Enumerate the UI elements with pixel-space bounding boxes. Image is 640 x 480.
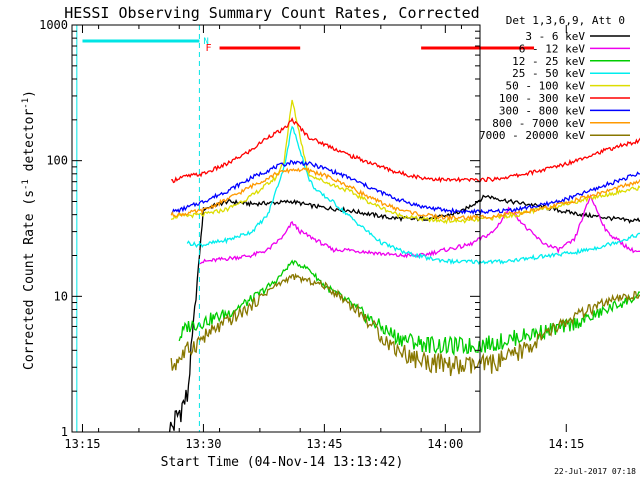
series-line-7	[171, 159, 640, 216]
series-line-6	[171, 116, 640, 184]
x-tick-label: 14:00	[427, 437, 463, 451]
series-group	[168, 99, 640, 433]
y-tick-label: 1	[61, 425, 68, 439]
night-marker-n: N	[203, 37, 208, 47]
y-axis-label-tail-sup: -1	[21, 98, 31, 109]
legend-label: 50 - 100 keV	[506, 80, 586, 93]
plot-frame	[71, 24, 481, 433]
legend-label: 100 - 300 keV	[499, 92, 585, 105]
flare-marker-f: F	[206, 43, 212, 54]
x-tick-label: 13:30	[185, 437, 221, 451]
y-axis-label-main: Corrected Count Rate (s	[22, 190, 37, 370]
x-tick-label: 14:15	[548, 437, 584, 451]
y-tick-label: 100	[46, 154, 68, 168]
chart-title: HESSI Observing Summary Count Rates, Cor…	[64, 4, 479, 22]
date-stamp: 22-Jul-2017 07:18	[554, 467, 636, 476]
legend-label: 6 - 12 keV	[519, 42, 586, 55]
annotation-group: FN	[76, 25, 535, 432]
y-tick-label: 10	[54, 289, 68, 303]
series-line-4	[186, 125, 640, 266]
legend-label: 800 - 7000 keV	[492, 117, 585, 130]
legend-label: 25 - 50 keV	[512, 67, 585, 80]
y-axis-label: Corrected Count Rate (s-1 detector-1)	[21, 90, 37, 370]
x-tick-label: 13:45	[306, 437, 342, 451]
series-line-9	[170, 272, 640, 377]
series-line-8	[170, 167, 640, 222]
y-axis-label-tail: detector	[22, 109, 37, 180]
legend-label: 3 - 6 keV	[525, 30, 585, 43]
legend-header: Det 1,3,6,9, Att 0	[506, 14, 625, 27]
series-line-1	[168, 194, 640, 433]
x-tick-label: 13:15	[64, 437, 100, 451]
legend-label: 12 - 25 keV	[512, 55, 585, 68]
y-tick-label: 1000	[39, 18, 68, 32]
axes: 13:1513:3013:4514:0014:1514:3014:4511010…	[39, 18, 584, 451]
y-axis-label-close: )	[22, 90, 37, 98]
series-line-2	[199, 193, 640, 265]
x-axis-label: Start Time (04-Nov-14 13:13:42)	[161, 455, 404, 470]
y-axis-label-sup: -1	[21, 179, 31, 190]
legend-label: 300 - 800 keV	[499, 104, 585, 117]
legend-label: 7000 - 20000 keV	[479, 129, 585, 142]
